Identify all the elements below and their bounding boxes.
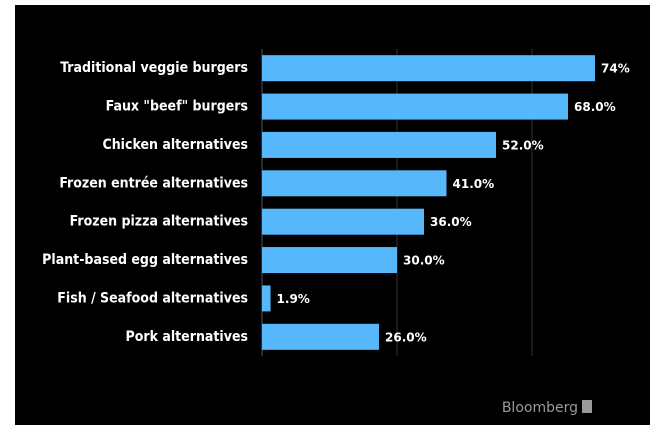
bar <box>262 131 496 158</box>
category-label: Faux "beef" burgers <box>106 99 248 115</box>
bar <box>262 247 397 274</box>
bar <box>262 93 568 120</box>
source-logo <box>582 400 592 413</box>
value-label: 26.0% <box>385 330 427 344</box>
category-label: Traditional veggie burgers <box>60 60 248 76</box>
value-label: 30.0% <box>403 254 445 268</box>
bar <box>262 323 379 350</box>
bar <box>262 170 447 197</box>
category-label: Plant-based egg alternatives <box>42 252 248 268</box>
value-label: 74% <box>601 62 630 76</box>
bar <box>262 55 595 82</box>
category-label: Frozen pizza alternatives <box>70 214 248 230</box>
value-label: 1.9% <box>277 292 310 306</box>
source: Bloomberg <box>502 400 578 416</box>
category-label: Fish / Seafood alternatives <box>57 290 248 306</box>
value-label: 52.0% <box>502 138 544 152</box>
bar <box>262 285 271 312</box>
category-label: Pork alternatives <box>126 329 249 345</box>
category-label: Chicken alternatives <box>102 137 248 153</box>
value-label: 41.0% <box>453 177 495 191</box>
value-label: 68.0% <box>574 100 616 114</box>
value-label: 36.0% <box>430 215 472 229</box>
category-label: Frozen entrée alternatives <box>59 175 248 191</box>
bar <box>262 208 424 235</box>
